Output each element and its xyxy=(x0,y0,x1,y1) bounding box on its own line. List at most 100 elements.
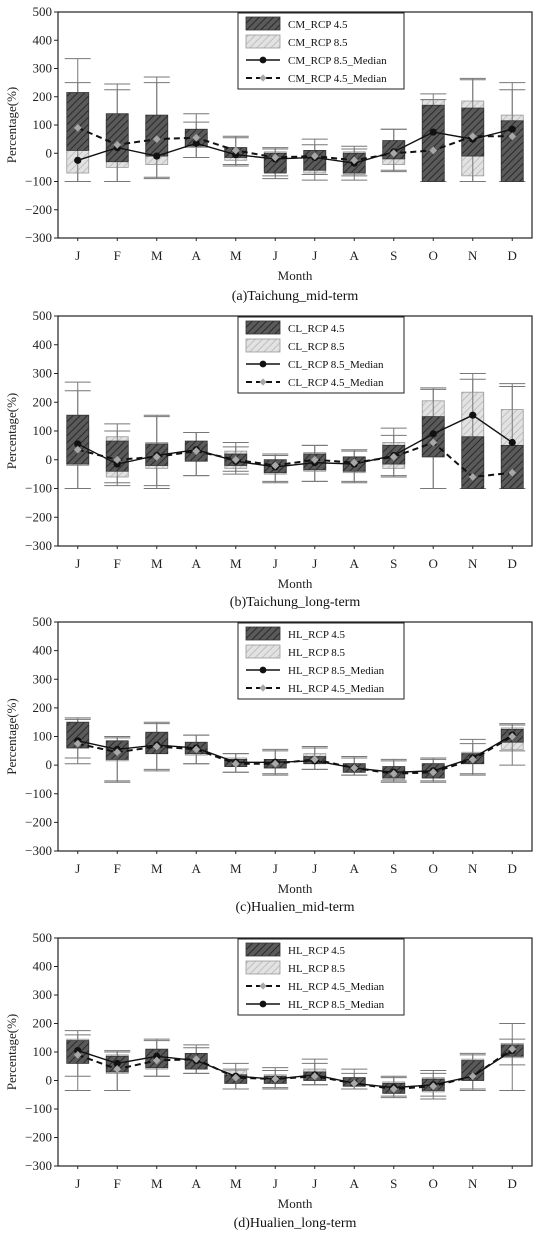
rcp85-median-point xyxy=(113,460,121,468)
rcp45-median-point xyxy=(468,1072,477,1081)
x-tick-label: J xyxy=(273,556,278,571)
x-tick-label: J xyxy=(312,1176,317,1191)
rcp45-box xyxy=(459,79,486,182)
legend-marker-rcp85-median xyxy=(259,360,267,368)
y-tick-label: 100 xyxy=(33,1044,53,1059)
legend-label: CL_RCP 8.5 xyxy=(288,341,345,353)
x-tick-label: J xyxy=(75,1176,80,1191)
chart-panel-1: 500 400 300 200 100 0 −100 −200 −300 Percentage(%… xyxy=(4,4,533,304)
y-tick-label: −200 xyxy=(25,814,52,829)
legend: HL_RCP 4.5 HL_RCP 8.5 HL_RCP 8.5_Median HL_… xyxy=(237,622,405,700)
legend-marker-rcp45-median xyxy=(259,684,267,692)
box-body xyxy=(500,444,524,489)
box-body xyxy=(461,1060,485,1081)
rcp45-box xyxy=(64,58,91,182)
rcp45-median-point xyxy=(73,739,82,748)
rcp45-median-point xyxy=(310,455,319,464)
legend-marker-rcp85-median xyxy=(259,1000,267,1008)
x-tick-label: M xyxy=(230,861,242,876)
x-tick-label: A xyxy=(192,861,202,876)
rcp45-median-point xyxy=(468,132,477,141)
rcp85-median-point xyxy=(232,151,240,159)
rcp45-median-point xyxy=(113,1064,122,1074)
legend-label: HL_RCP 8.5 xyxy=(288,963,346,975)
box-body xyxy=(500,120,524,182)
rcp85-median-point xyxy=(469,411,477,419)
y-tick-label: 100 xyxy=(33,729,53,744)
y-tick-label: −200 xyxy=(25,1130,52,1145)
box-body xyxy=(105,113,129,163)
y-tick-label: 300 xyxy=(33,987,53,1002)
legend-swatch-rcp45 xyxy=(245,942,281,957)
rcp45-median-point xyxy=(350,458,359,467)
rcp85-median-point xyxy=(153,152,161,160)
chart-caption: (b)Taichung_long-term xyxy=(230,595,361,610)
y-tick-label: 0 xyxy=(46,1073,53,1088)
y-tick-label: 500 xyxy=(33,308,53,323)
rcp45-median-point xyxy=(231,1073,240,1082)
y-tick-label: −200 xyxy=(25,202,52,217)
rcp45-median-point xyxy=(389,149,398,158)
rcp85-median-point xyxy=(192,139,200,147)
y-tick-label: 400 xyxy=(33,32,53,47)
x-tick-label: J xyxy=(312,248,317,263)
legend-marker-rcp85-median xyxy=(259,56,267,64)
rcp85-median-point xyxy=(113,1059,121,1067)
x-tick-label: S xyxy=(390,556,397,571)
x-tick-label: J xyxy=(273,248,278,263)
box-body xyxy=(66,92,90,151)
legend-label: HL_RCP 8.5_Median xyxy=(288,665,385,677)
x-tick-label: J xyxy=(75,248,80,263)
y-tick-label: 200 xyxy=(33,89,53,104)
x-tick-label: M xyxy=(230,556,242,571)
rcp85-median-line xyxy=(77,414,513,468)
y-tick-label: 400 xyxy=(33,643,53,658)
rcp45-box xyxy=(420,99,447,182)
rcp45-median-point xyxy=(310,151,319,161)
x-tick-label: N xyxy=(468,861,478,876)
legend-label: HL_RCP 4.5 xyxy=(288,629,346,641)
legend-label: CM_RCP 8.5 xyxy=(288,37,348,49)
legend-swatch-rcp45 xyxy=(245,320,281,335)
rcp45-median-point xyxy=(73,445,82,454)
rcp45-median-point xyxy=(231,146,240,155)
rcp45-box xyxy=(459,1054,486,1090)
rcp45-median-point xyxy=(192,446,201,456)
x-tick-label: F xyxy=(114,248,121,263)
rcp45-median-point xyxy=(508,132,517,141)
rcp45-median-point xyxy=(429,1082,438,1091)
x-tick-label: J xyxy=(312,861,317,876)
rcp85-median-line xyxy=(77,128,513,164)
y-axis-label: Percentage(%) xyxy=(4,87,19,164)
y-tick-label: −100 xyxy=(25,481,52,496)
rcp45-median-point xyxy=(192,745,201,754)
box-body xyxy=(421,104,445,182)
x-tick-label: A xyxy=(192,248,202,263)
rcp45-median-point xyxy=(508,468,517,477)
legend-marker-rcp45-median xyxy=(259,378,267,386)
y-tick-label: −100 xyxy=(25,786,52,801)
rcp45-median-point xyxy=(271,1074,280,1084)
y-axis-label: Percentage(%) xyxy=(4,698,19,775)
rcp85-median-point xyxy=(429,128,437,136)
y-tick-label: 500 xyxy=(33,930,53,945)
y-tick-label: 300 xyxy=(33,366,53,381)
x-tick-label: O xyxy=(429,556,438,571)
x-tick-label: J xyxy=(273,861,278,876)
chart-caption: (c)Hualien_mid-term xyxy=(236,900,355,915)
legend-label: CM_RCP 4.5_Median xyxy=(288,73,387,85)
y-tick-label: −300 xyxy=(25,1158,52,1173)
x-tick-label: D xyxy=(508,861,517,876)
rcp45-median-point xyxy=(429,438,438,447)
legend: CL_RCP 4.5 CL_RCP 8.5 CL_RCP 8.5_Median CL_… xyxy=(237,316,405,394)
legend-label: HL_RCP 4.5_Median xyxy=(288,683,385,695)
y-tick-label: 300 xyxy=(33,671,53,686)
y-tick-label: −100 xyxy=(25,174,52,189)
rcp45-median-point xyxy=(152,452,161,462)
rcp45-median-point xyxy=(152,1056,161,1065)
x-tick-label: S xyxy=(390,1176,397,1191)
y-tick-label: −300 xyxy=(25,843,52,858)
rcp45-median-point xyxy=(350,1079,359,1088)
y-tick-label: 200 xyxy=(33,1016,53,1031)
rcp45-median-point xyxy=(113,140,122,149)
